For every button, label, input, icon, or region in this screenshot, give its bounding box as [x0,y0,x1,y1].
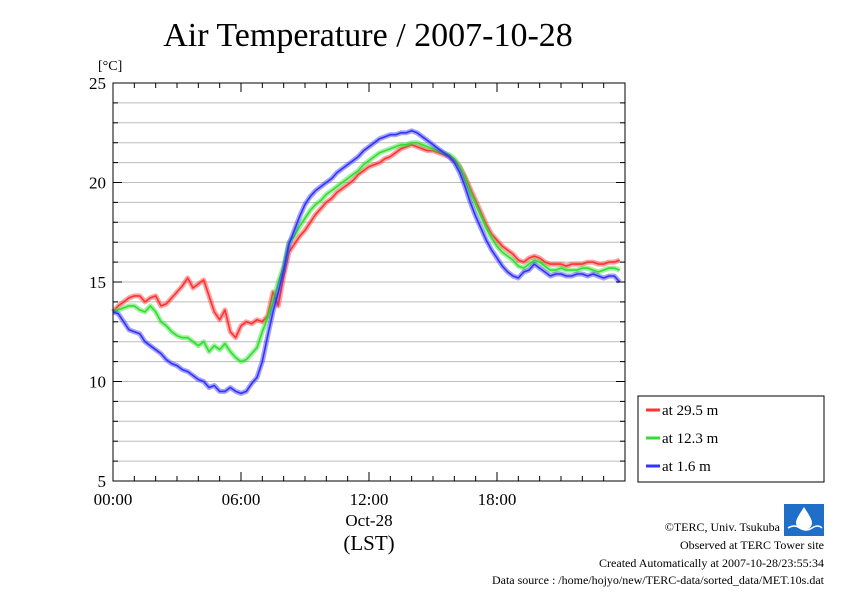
series-line-halo [111,142,621,341]
series-line [112,143,620,339]
series-lines [111,128,622,396]
x-axis-date-label: Oct-28 [345,511,392,530]
axis-ticks: 00:00 06:00 12:00 18:00 5 10 15 20 25 [89,74,625,509]
footer-site: Observed at TERC Tower site [680,538,824,552]
x-axis-title: (LST) [343,531,394,555]
chart-title: Air Temperature / 2007-10-28 [163,17,573,54]
y-tick-label: 10 [89,373,106,392]
footer-notes: ©TERC, Univ. Tsukuba Observed at TERC To… [492,520,825,587]
water-drop-icon [796,507,812,530]
legend-label: at 29.5 m [662,403,719,419]
x-tick-label: 18:00 [478,490,517,509]
y-tick-label: 25 [89,74,106,93]
series-line [112,141,620,363]
grid-lines [113,102,625,462]
legend: at 29.5 m at 12.3 m at 1.6 m [637,395,825,483]
legend-items: at 29.5 m at 12.3 m at 1.6 m [646,403,719,475]
y-tick-label: 5 [98,472,107,491]
footer-copyright: ©TERC, Univ. Tsukuba [665,520,781,534]
footer-created: Created Automatically at 2007-10-28/23:5… [599,556,824,570]
terc-logo [784,504,824,536]
legend-label: at 12.3 m [662,431,719,447]
x-tick-label: 06:00 [222,490,261,509]
x-tick-label: 12:00 [350,490,389,509]
series-line [112,130,621,395]
footer-source: Data source : /home/hojyo/new/TERC-data/… [492,573,825,587]
y-axis-unit-label: [°C] [98,59,122,74]
series-line-halo [112,140,621,365]
legend-box [637,395,825,483]
legend-label: at 1.6 m [662,459,711,475]
y-tick-label: 20 [89,174,106,193]
wave-icon [787,525,823,531]
y-tick-label: 15 [89,273,106,292]
x-tick-label: 00:00 [94,490,133,509]
